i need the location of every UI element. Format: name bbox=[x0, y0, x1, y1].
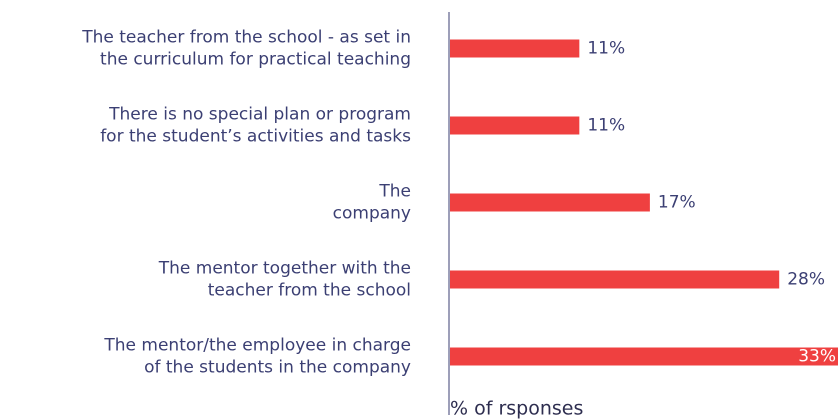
category-label: teacher from the school bbox=[208, 281, 411, 301]
bar bbox=[450, 39, 580, 58]
category-label: The mentor together with the bbox=[158, 259, 411, 279]
bar bbox=[450, 193, 650, 212]
category-label: company bbox=[333, 204, 411, 224]
value-label: 28% bbox=[787, 270, 825, 290]
bar bbox=[450, 347, 838, 366]
category-label: The mentor/the employee in charge bbox=[103, 336, 411, 356]
value-label: 11% bbox=[587, 116, 625, 136]
category-label: There is no special plan or program bbox=[108, 105, 411, 125]
category-label: The bbox=[378, 182, 411, 202]
category-label: of the students in the company bbox=[144, 358, 411, 378]
x-axis-title: % of rsponses bbox=[450, 398, 583, 420]
category-label: The teacher from the school - as set in bbox=[81, 28, 411, 48]
category-label: the curriculum for practical teaching bbox=[100, 50, 411, 70]
bar bbox=[450, 270, 780, 289]
value-label: 17% bbox=[658, 193, 696, 213]
bar bbox=[450, 116, 580, 135]
category-label: for the student’s activities and tasks bbox=[100, 127, 411, 147]
value-label: 11% bbox=[587, 39, 625, 59]
value-label: 33% bbox=[798, 347, 836, 367]
